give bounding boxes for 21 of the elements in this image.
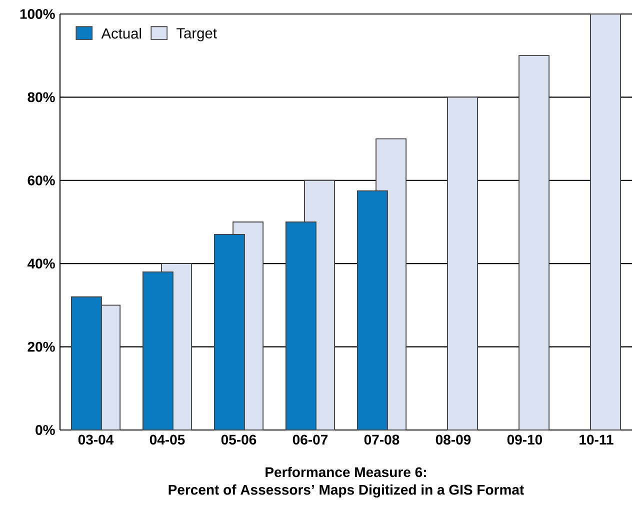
bar (518, 55, 550, 430)
legend-label: Actual (101, 28, 142, 39)
bar (447, 96, 478, 430)
x-tick-label: 05-06 (221, 434, 256, 445)
x-tick-label: 06-07 (292, 434, 328, 445)
legend-label: Target (176, 28, 217, 42)
x-tick-label: 10-11 (580, 434, 614, 445)
bar (590, 14, 622, 430)
x-tick-label: 09-10 (507, 434, 542, 445)
x-tick-label: 04-05 (150, 434, 185, 445)
x-tick-label: 03-04 (78, 434, 114, 445)
y-tick-label: 80% (28, 92, 55, 102)
y-tick-label: 40% (27, 258, 55, 269)
y-tick-label: 60% (28, 175, 55, 186)
y-tick-label: 20% (28, 342, 55, 352)
x-tick-label: 08-09 (436, 434, 471, 445)
y-tick-label: 0% (36, 425, 55, 435)
text: Performance Measure 6: (266, 466, 426, 478)
x-tick-label: 07-08 (364, 434, 400, 445)
y-tick-label: 100% (20, 9, 55, 19)
text: Percent of Assessors’ Maps Digitized in a GIS Format (168, 484, 524, 498)
